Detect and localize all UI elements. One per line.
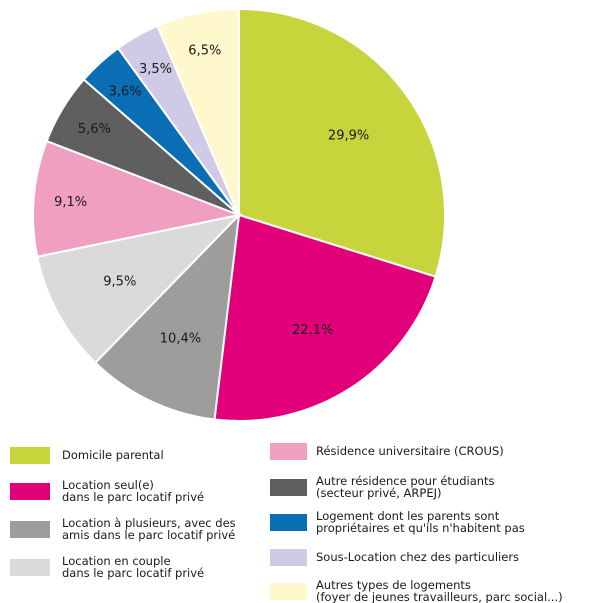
legend-line: Autre résidence pour étudiants <box>316 474 495 488</box>
legend-line: Domicile parental <box>62 448 164 462</box>
legend-swatch <box>270 583 307 600</box>
legend-label: Autre résidence pour étudiants (secteur p… <box>316 474 495 500</box>
legend-label: Logement dont les parents sont propriétai… <box>316 509 525 535</box>
legend-line: dans le parc locatif privé <box>62 490 204 504</box>
data-label: 9,5% <box>103 274 136 289</box>
data-label: 29,9% <box>328 129 369 144</box>
pie-slice <box>32 139 243 258</box>
legend-line: amis dans le parc locatif privé <box>62 528 235 542</box>
pie-slice <box>156 7 240 216</box>
legend-line: Résidence universitaire (CROUS) <box>316 444 504 458</box>
pie-slice <box>36 213 242 365</box>
legend-label: Sous-Location chez des particuliers <box>316 550 519 564</box>
legend-line: Logement dont les parents sont <box>316 509 500 523</box>
legend-line: propriétaires et qu'ils n'habitent pas <box>316 521 525 535</box>
legend-label: Résidence universitaire (CROUS) <box>316 444 504 458</box>
data-label: 9,1% <box>54 195 87 210</box>
pie-slice <box>213 213 437 422</box>
legend-swatch <box>10 521 50 538</box>
legend-line: Location à plusieurs, avec des <box>62 516 236 530</box>
data-label: 5,6% <box>78 122 111 137</box>
data-label: 22,1% <box>292 323 333 338</box>
legend-swatch <box>270 549 307 566</box>
pie-slice <box>93 212 241 421</box>
data-label: 10,4% <box>160 332 201 347</box>
legend-swatch <box>10 483 50 500</box>
legend-line: dans le parc locatif privé <box>62 566 204 580</box>
legend-swatch <box>270 514 307 531</box>
legend-line: (foyer de jeunes travailleurs, parc soci… <box>316 590 563 603</box>
data-label: 6,5% <box>188 44 221 59</box>
legend-swatch <box>270 443 307 460</box>
legend-swatch <box>10 559 50 576</box>
legend-line: Location en couple <box>62 554 171 568</box>
legend-line: Sous-Location chez des particuliers <box>316 550 519 564</box>
data-label: 3,6% <box>109 84 142 99</box>
legend-label: Location à plusieurs, avec des amis dans … <box>62 516 236 542</box>
legend-label: Domicile parental <box>62 448 164 462</box>
legend-label: Autres types de logements (foyer de jeune… <box>316 578 563 603</box>
legend-line: (secteur privé, ARPEJ) <box>316 486 441 500</box>
legend-line: Autres types de logements <box>316 578 471 592</box>
pie-slice <box>238 7 446 278</box>
legend-label: Location en couple dans le parc locatif p… <box>62 554 204 580</box>
data-label: 3,5% <box>139 62 172 77</box>
legend-label: Location seul(e) dans le parc locatif pri… <box>62 478 204 504</box>
legend-line: Location seul(e) <box>62 478 154 492</box>
legend-swatch <box>270 479 307 496</box>
legend-swatch <box>10 447 50 464</box>
